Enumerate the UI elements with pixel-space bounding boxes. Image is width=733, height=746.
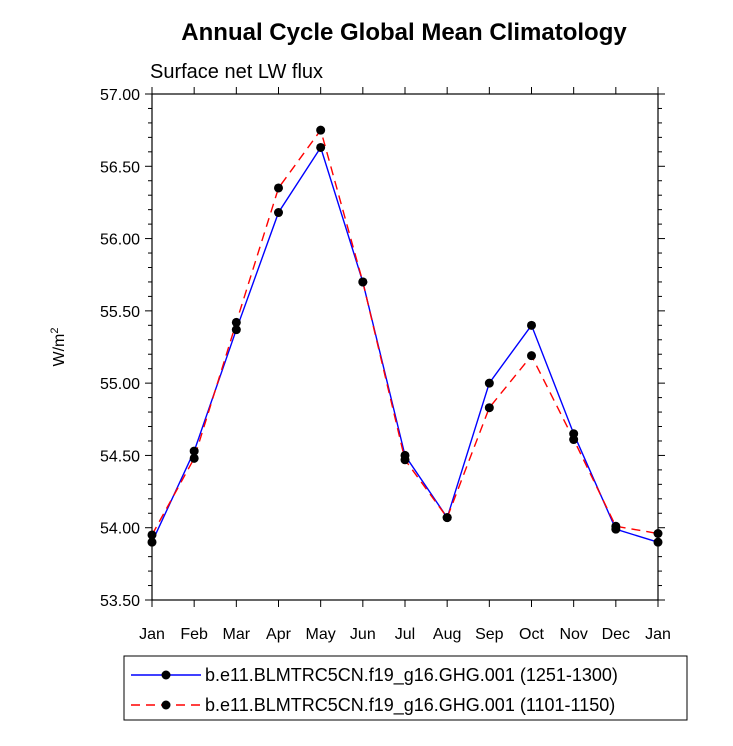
x-tick-label: Apr (266, 626, 292, 643)
x-tick-label: Oct (519, 626, 544, 643)
y-tick-label: 56.00 (100, 232, 140, 249)
axes: 53.50 54.00 54.50 55.00 55.50 56.00 56.50 57.00… (100, 87, 671, 643)
y-tick-label: 55.00 (100, 376, 140, 393)
series-2-point (358, 277, 368, 287)
series-2-point (442, 513, 452, 523)
x-tick-label: May (306, 626, 336, 643)
series-layer (147, 125, 663, 547)
legend-entry-1-label: b.e11.BLMTRC5CN.f19_g16.GHG.001 (1251-13… (205, 665, 618, 686)
series-1-point (316, 142, 326, 152)
series-1-point (189, 446, 199, 456)
series-2-point (653, 528, 663, 538)
series-1-point (527, 320, 536, 330)
x-tick-label: Aug (433, 626, 461, 643)
x-tick-label: Mar (223, 626, 251, 643)
legend: b.e11.BLMTRC5CN.f19_g16.GHG.001 (1251-13… (123, 655, 688, 721)
series-2-point (611, 521, 621, 531)
y-axis-label-superscript: 2 (49, 328, 61, 334)
series-2-point (400, 455, 410, 465)
chart-title: Annual Cycle Global Mean Climatology (181, 19, 627, 46)
x-tick-label: Jun (350, 626, 376, 643)
y-tick-label: 54.50 (100, 448, 140, 465)
y-tick-label: 57.00 (100, 87, 140, 104)
series-2-point (316, 125, 326, 135)
series-2-point (274, 183, 283, 193)
y-tick-label: 54.00 (100, 521, 140, 538)
series-1-point (274, 208, 283, 218)
series-1-point (147, 537, 157, 547)
series-2-point (147, 530, 157, 540)
y-axis-label-main: W/m (51, 334, 68, 367)
series-1-point (653, 537, 663, 547)
series-line-2 (151, 128, 659, 536)
series-line-1 (151, 145, 659, 543)
x-tick-label: Feb (180, 626, 208, 643)
x-tick-label: Dec (602, 626, 630, 643)
series-2-point (484, 403, 494, 413)
series-2-point (189, 453, 199, 463)
plot-frame (151, 93, 659, 601)
x-tick-label: Nov (559, 626, 587, 643)
series-2-point (231, 317, 241, 327)
series-2-point (569, 435, 579, 445)
legend-swatch-marker-1 (161, 670, 171, 680)
y-axis-label: W/m2 (49, 328, 68, 367)
series-2-point (527, 351, 536, 361)
x-tick-label: Jan (645, 626, 671, 643)
x-tick-label: Sep (475, 626, 504, 643)
legend-entry-2-label: b.e11.BLMTRC5CN.f19_g16.GHG.001 (1101-11… (205, 695, 615, 716)
y-tick-label: 53.50 (100, 593, 140, 610)
y-tick-label: 56.50 (100, 159, 140, 176)
x-tick-label: Jul (395, 626, 415, 643)
legend-box (123, 655, 688, 721)
x-tick-label: Jan (139, 626, 165, 643)
legend-swatch-marker-2 (161, 700, 171, 710)
y-tick-label: 55.50 (100, 304, 140, 321)
series-1-point (231, 325, 241, 335)
chart-subtitle: Surface net LW flux (150, 61, 323, 83)
series-1-point (484, 378, 494, 388)
